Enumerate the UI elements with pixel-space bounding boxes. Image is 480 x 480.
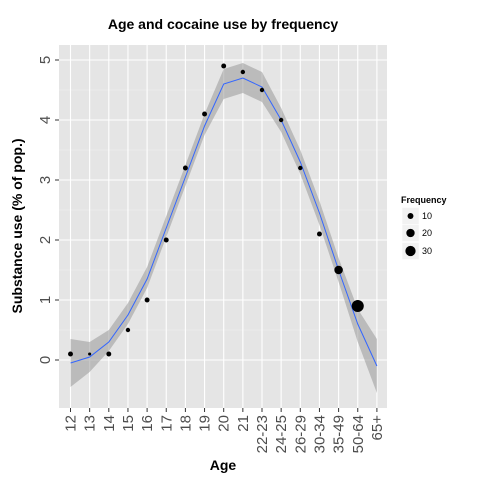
smooth-line — [70, 77, 378, 367]
legend-title: Frequency — [401, 195, 447, 205]
legend: Frequency 10 20 30 — [401, 195, 447, 260]
x-axis-title: Age — [210, 457, 237, 473]
x-tick-label: 30-34 — [311, 415, 328, 453]
x-tick-label: 17 — [158, 415, 175, 432]
x-tick-label: 18 — [177, 415, 194, 432]
data-point — [334, 265, 343, 275]
major-gridlines — [59, 45, 387, 408]
data-point — [240, 69, 246, 75]
plot-panel — [59, 45, 387, 408]
x-tick-label: 13 — [82, 415, 99, 432]
y-tick-label: 2 — [37, 236, 54, 244]
data-point — [163, 237, 169, 243]
data-point — [106, 351, 112, 357]
x-tick-label: 26-29 — [292, 415, 309, 453]
data-point — [278, 117, 284, 123]
y-tick-label: 0 — [37, 356, 54, 364]
x-tick-label: 21 — [235, 415, 252, 432]
x-tick-label: 19 — [197, 415, 214, 432]
x-tick-label: 65+ — [369, 415, 386, 441]
data-points — [68, 63, 364, 357]
x-tick-label: 24-25 — [273, 415, 290, 453]
x-tick-label: 22-23 — [254, 415, 271, 453]
y-tick-label: 3 — [37, 176, 54, 184]
x-tick-label: 12 — [63, 415, 80, 432]
legend-label: 20 — [422, 228, 432, 238]
x-tick-label: 20 — [216, 415, 233, 432]
data-point — [298, 165, 303, 171]
x-axis-ticks: 12 13 14 15 16 17 18 19 20 21 22-23 24-25 26-29 30-34… — [63, 408, 386, 453]
data-point — [202, 111, 208, 117]
data-point — [182, 165, 188, 171]
y-tick-label: 1 — [37, 296, 54, 304]
data-point — [125, 327, 131, 333]
data-point — [88, 352, 92, 356]
legend-swatch — [407, 213, 414, 219]
y-axis-title: Substance use (% of pop.) — [9, 138, 25, 313]
y-axis-ticks: 0 1 2 3 4 5 — [37, 56, 59, 364]
x-tick-label: 16 — [139, 415, 156, 432]
y-tick-label: 5 — [37, 56, 54, 64]
legend-label: 10 — [422, 211, 432, 221]
legend-swatch — [406, 228, 415, 238]
data-point — [221, 63, 227, 69]
data-point — [144, 297, 150, 303]
legend-swatch — [405, 245, 416, 257]
data-point — [351, 299, 364, 313]
x-tick-label: 14 — [101, 415, 118, 432]
x-tick-label: 35-49 — [331, 415, 348, 453]
data-point — [68, 351, 73, 357]
y-tick-label: 4 — [37, 116, 54, 124]
data-point — [316, 231, 322, 237]
data-point — [259, 87, 265, 93]
legend-label: 30 — [422, 246, 432, 256]
x-tick-label: 15 — [120, 415, 137, 432]
chart-title: Age and cocaine use by frequency — [108, 16, 339, 32]
x-tick-label: 50-64 — [350, 415, 367, 453]
